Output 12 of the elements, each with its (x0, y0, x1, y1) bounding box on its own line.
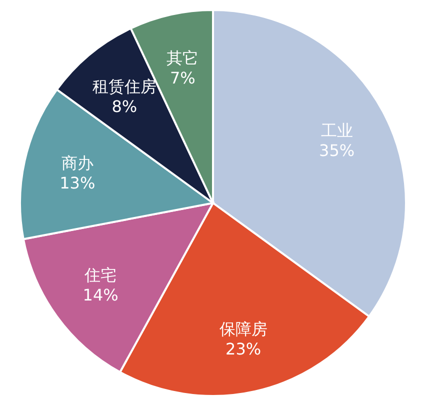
data-label: 8% (112, 96, 138, 116)
data-label: 35% (319, 140, 355, 160)
slice-label: 住宅 (84, 266, 117, 285)
slice-label: 其它 (166, 48, 199, 68)
slice-label: 租赁住房 (92, 76, 156, 96)
slice-label: 商办 (61, 154, 94, 173)
slice-label: 工业 (320, 120, 353, 140)
data-label: 7% (170, 68, 196, 88)
data-label: 14% (82, 286, 118, 305)
data-label: 13% (60, 174, 96, 193)
data-label: 23% (226, 340, 262, 359)
slice-label: 保障房 (219, 320, 268, 339)
